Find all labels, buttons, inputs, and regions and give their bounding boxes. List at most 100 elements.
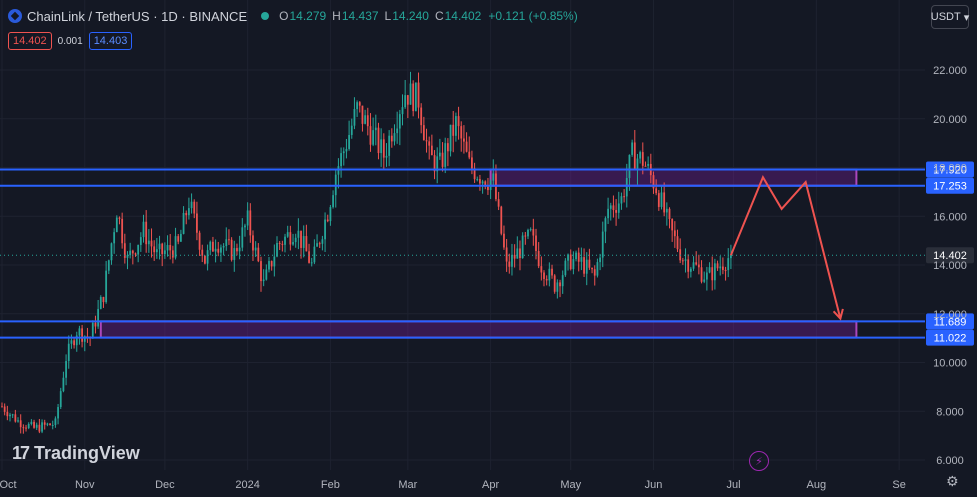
candle-body	[342, 151, 345, 154]
gear-icon[interactable]: ⚙	[946, 473, 959, 489]
candle-body	[481, 181, 484, 184]
candle-body	[390, 135, 393, 142]
current-price-label: 14.402	[933, 250, 967, 262]
candle-body	[166, 245, 169, 251]
candle-body	[585, 259, 588, 274]
candle-body	[25, 427, 27, 429]
y-axis: 6.000 8.000 10.000 12.000 14.000 16.000 18.000…	[933, 65, 967, 467]
candle-body	[153, 246, 156, 253]
candle-body	[241, 227, 244, 248]
level-label-box	[926, 329, 974, 346]
candle-body	[553, 275, 556, 292]
candle-body	[636, 158, 639, 170]
level-label: 17.253	[933, 181, 967, 193]
candle-body	[479, 179, 481, 184]
candle-body	[254, 247, 257, 251]
currency-selector[interactable]: USDT ▾	[931, 5, 969, 29]
level-label-box	[926, 177, 974, 194]
candle-body	[660, 192, 663, 207]
candle-body	[473, 168, 476, 180]
x-tick-label: Aug	[807, 479, 827, 491]
candle-body	[668, 208, 671, 220]
candles	[1, 71, 732, 434]
candle-body	[19, 420, 22, 428]
candle-body	[681, 260, 684, 262]
low-value: L14.240	[384, 9, 429, 23]
candle-body	[91, 322, 94, 339]
candle-body	[163, 250, 166, 255]
candle-body	[529, 229, 532, 231]
candle-body	[257, 247, 260, 262]
x-tick-label: Dec	[155, 479, 175, 491]
candle-body	[356, 102, 359, 110]
candle-body	[30, 421, 33, 425]
candle-body	[268, 261, 270, 270]
candle-body	[137, 244, 140, 255]
candle-body	[591, 267, 593, 270]
candle-body	[105, 270, 108, 303]
candle-body	[273, 256, 276, 267]
candle-body	[727, 258, 730, 271]
candle-body	[382, 139, 385, 158]
x-tick-label: Oct	[0, 479, 17, 491]
candle-body	[708, 267, 711, 273]
symbol-title[interactable]: ChainLink / TetherUS · 1D · BINANCE	[27, 8, 248, 24]
grid	[0, 0, 925, 470]
candle-body	[161, 243, 164, 255]
candle-body	[388, 135, 391, 156]
candle-body	[358, 102, 361, 106]
sell-button[interactable]: 14.402	[8, 32, 52, 50]
candle-body	[276, 243, 278, 257]
candle-body	[444, 143, 447, 167]
candle-body	[281, 243, 284, 245]
candle-body	[535, 235, 537, 251]
candle-body	[500, 206, 503, 234]
x-tick-label: Jul	[727, 479, 741, 491]
candle-body	[396, 128, 399, 134]
candle-body	[633, 142, 636, 170]
open-value: O14.279	[279, 9, 327, 23]
candle-body	[155, 249, 158, 253]
candle-body	[294, 237, 297, 243]
candle-body	[425, 140, 428, 142]
candle-body	[601, 231, 604, 258]
candle-body	[711, 267, 714, 281]
candle-body	[559, 282, 561, 287]
candle-body	[471, 157, 473, 169]
candle-body	[543, 272, 545, 279]
candle-body	[687, 259, 690, 272]
candle-body	[43, 422, 46, 425]
candle-body	[583, 257, 585, 274]
candle-body	[65, 361, 67, 378]
candle-body	[129, 250, 132, 256]
candle-body	[185, 213, 188, 216]
candle-body	[126, 255, 129, 258]
candle-body	[449, 124, 452, 152]
candle-body	[532, 229, 535, 236]
candle-body	[599, 257, 601, 263]
candle-body	[463, 138, 465, 142]
x-tick-label: Apr	[482, 479, 499, 491]
candle-body	[412, 83, 415, 112]
chevron-down-icon: ▾	[963, 11, 970, 24]
candle-body	[270, 261, 273, 267]
buy-button[interactable]: 14.403	[88, 32, 133, 50]
candle-body	[671, 219, 674, 231]
lightning-icon[interactable]: ⚡	[749, 451, 769, 471]
candle-body	[561, 275, 564, 287]
candle-body	[198, 232, 201, 250]
tradingview-wordmark: TradingView	[34, 443, 140, 463]
candle-body	[174, 236, 177, 258]
candle-body	[206, 250, 209, 264]
candle-body	[289, 232, 292, 245]
candle-body	[83, 336, 86, 342]
level-label: 11.689	[934, 316, 967, 328]
candle-body	[225, 239, 228, 247]
candle-body	[556, 282, 559, 292]
candle-body	[94, 322, 97, 327]
y-tick-label: 6.000	[936, 455, 964, 467]
candle-body	[171, 250, 174, 258]
zones	[99, 168, 858, 339]
candle-body	[340, 153, 342, 167]
